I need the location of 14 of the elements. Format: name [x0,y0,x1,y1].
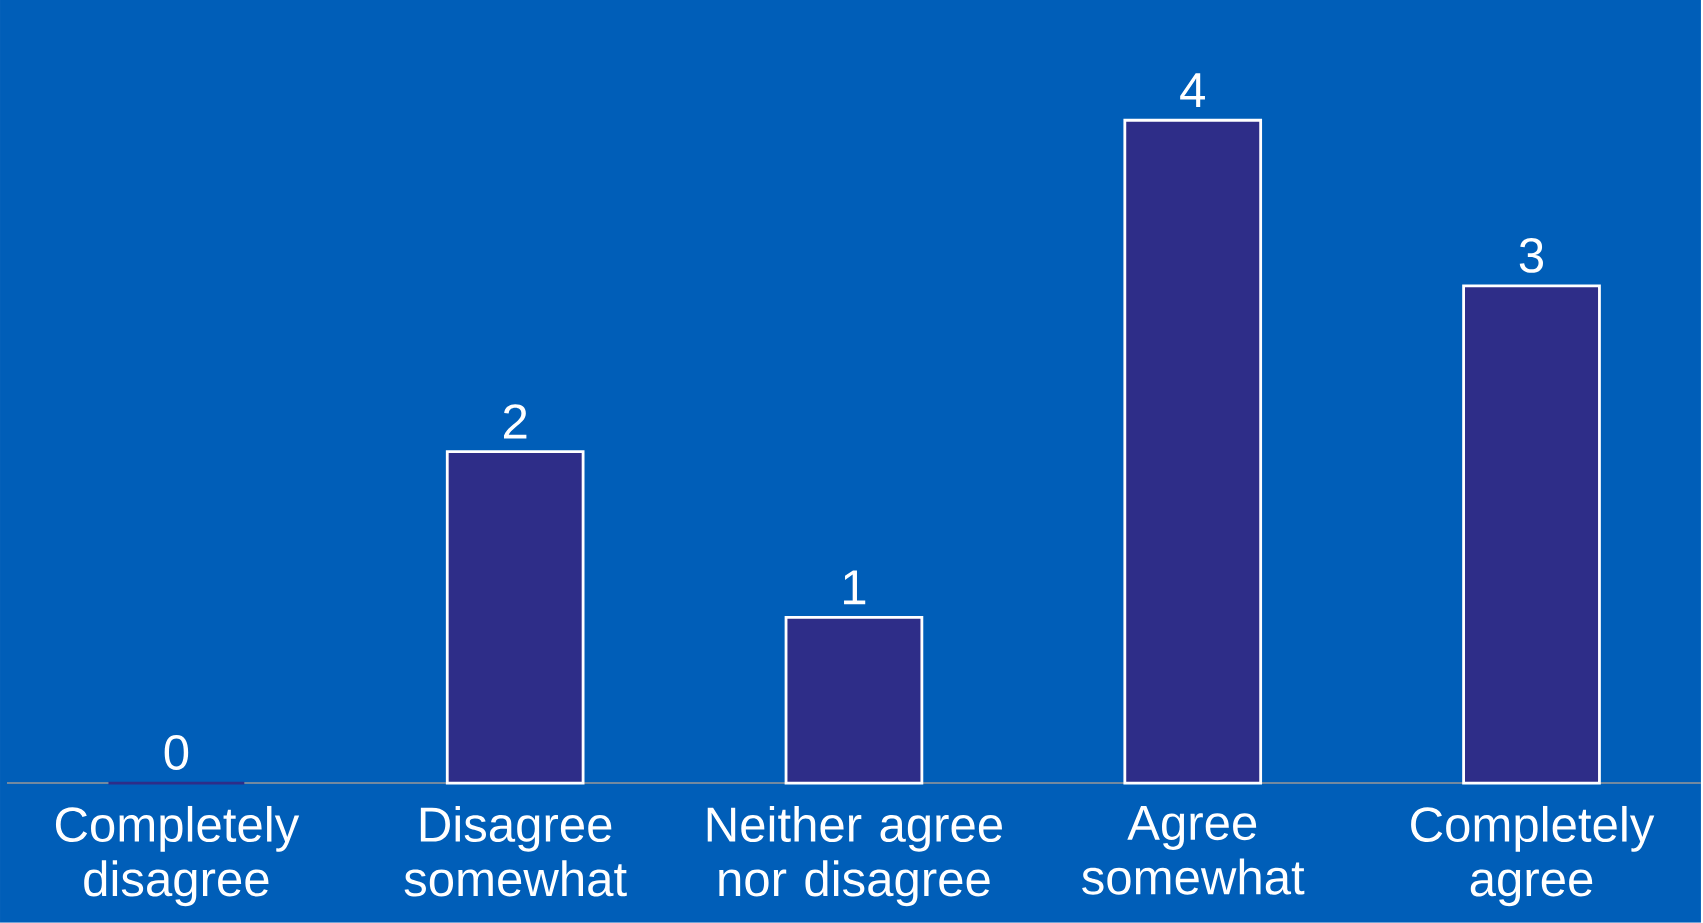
x-tick-label: Completely agree [1411,806,1655,907]
bar [784,615,924,785]
bar [445,450,585,785]
data-label: 1 [844,570,866,605]
x-tick-label: Completely disagree [55,806,300,907]
data-label: 0 [164,735,189,771]
data-label: 2 [503,404,527,439]
data-label: 3 [1519,238,1544,273]
data-label: 4 [1180,73,1205,108]
x-tick-label: Disagree somewhat [404,806,627,897]
bar [1123,118,1263,785]
x-tick-label: Agree somewhat [1082,806,1305,895]
x-tick-label: Neither agree nor disagree [707,806,1002,907]
bar [1462,284,1601,785]
